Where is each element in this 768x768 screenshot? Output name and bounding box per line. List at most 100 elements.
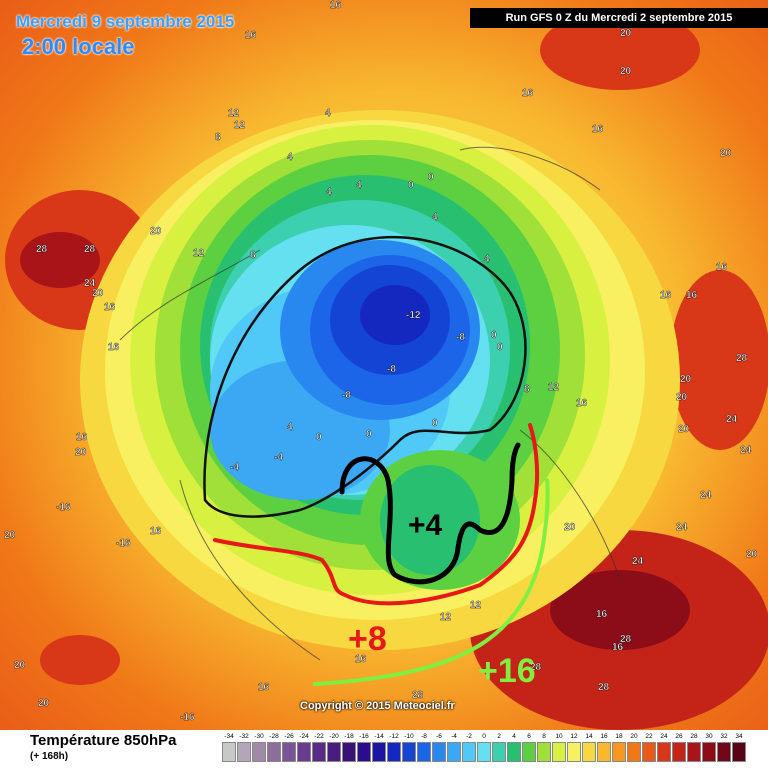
scale-value: 24 — [660, 733, 668, 740]
scale-cell: -20 — [327, 732, 341, 762]
scale-swatch — [642, 742, 656, 762]
contour-value-label: 16 — [596, 609, 608, 620]
scale-value: -10 — [404, 733, 414, 740]
scale-cell: -22 — [312, 732, 326, 762]
contour-value-label: 24 — [632, 556, 644, 567]
plus4-annotation: +4 — [408, 509, 443, 542]
scale-value: -24 — [299, 733, 309, 740]
scale-cell: 24 — [657, 732, 671, 762]
contour-value-label: 4 — [287, 152, 293, 163]
contour-value-label: 24 — [676, 522, 688, 533]
forecast-time: 2:00 locale — [22, 34, 135, 59]
contour-labels: 1616202020201616121284444400412812161616… — [4, 0, 758, 723]
scale-swatch — [717, 742, 731, 762]
scale-swatch — [432, 742, 446, 762]
scale-swatch — [732, 742, 746, 762]
contour-value-label: 20 — [676, 392, 688, 403]
contour-value-label: 24 — [700, 490, 712, 501]
scale-value: 4 — [512, 733, 516, 740]
contour-value-label: 0 — [408, 180, 414, 191]
contour-value-label: -8 — [387, 364, 396, 375]
contour-value-label: 16 — [104, 302, 116, 313]
scale-value: 32 — [720, 733, 728, 740]
warm-region-pacific — [540, 10, 700, 90]
legend-bar: Température 850hPa (+ 168h) -34 -32 -30 -28… — [0, 730, 768, 768]
scale-cell: 16 — [597, 732, 611, 762]
contour-value-label: 28 — [84, 244, 96, 255]
contour-value-label: 20 — [75, 447, 87, 458]
contour-value-label: 24 — [726, 414, 738, 425]
contour-value-label: 20 — [150, 226, 162, 237]
contour-value-label: 8 — [524, 384, 530, 395]
scale-value: 18 — [615, 733, 623, 740]
scale-swatch — [537, 742, 551, 762]
scale-value: -6 — [436, 733, 442, 740]
contour-value-label: 0 — [366, 429, 372, 440]
scale-swatch — [342, 742, 356, 762]
contour-value-label: 28 — [598, 682, 610, 693]
scale-swatch — [567, 742, 581, 762]
contour-value-label: 16 — [150, 526, 162, 537]
scale-value: 2 — [497, 733, 501, 740]
contour-value-label: 16 — [612, 642, 624, 653]
scale-value: -22 — [314, 733, 324, 740]
contour-value-label: -8 — [342, 390, 351, 401]
contour-value-label: 16 — [522, 88, 534, 99]
scale-swatch — [612, 742, 626, 762]
contour-value-label: 12 — [234, 120, 246, 131]
contour-value-label: 4 — [356, 180, 362, 191]
scale-value: -8 — [421, 733, 427, 740]
scale-value: -16 — [359, 733, 369, 740]
plus4-hand-contour — [339, 442, 521, 585]
scale-value: -14 — [374, 733, 384, 740]
legend-title: Température 850hPa — [30, 732, 177, 749]
contour-value-label: 20 — [678, 424, 690, 435]
contour-value-label: 0 — [497, 342, 503, 353]
plus8-annotation: +8 — [348, 620, 387, 658]
scale-cell: 22 — [642, 732, 656, 762]
scale-cell: -12 — [387, 732, 401, 762]
contour-value-label: 20 — [620, 66, 632, 77]
contour-value-label: 28 — [620, 634, 632, 645]
contour-value-label: 0 — [428, 172, 434, 183]
scale-cell: -34 — [222, 732, 236, 762]
contour-value-label: 0 — [316, 432, 322, 443]
scale-cell: -14 — [372, 732, 386, 762]
contour-value-label: 28 — [36, 244, 48, 255]
scale-swatch — [282, 742, 296, 762]
scale-cell: -2 — [462, 732, 476, 762]
color-scale: -34 -32 -30 -28 -26 -24 -22 -20 -18 -16 -14 -12 -10-… — [222, 732, 762, 766]
contour-value-label: 16 — [258, 682, 270, 693]
scale-value: 8 — [542, 733, 546, 740]
scale-cell: -4 — [447, 732, 461, 762]
contour-value-label: 20 — [14, 660, 26, 671]
contour-value-label: 8 — [215, 132, 221, 143]
scale-value: -28 — [269, 733, 279, 740]
contour-value-label: 20 — [680, 374, 692, 385]
scale-cell: 32 — [717, 732, 731, 762]
scale-swatch — [552, 742, 566, 762]
scale-cell: -30 — [252, 732, 266, 762]
scale-value: -32 — [239, 733, 249, 740]
scale-cell: -26 — [282, 732, 296, 762]
contour-value-label: 20 — [746, 549, 758, 560]
model-run-label: Run GFS 0 Z du Mercredi 2 septembre 2015 — [470, 8, 768, 28]
contour-value-label: 16 — [108, 342, 120, 353]
scale-swatch — [237, 742, 251, 762]
scale-value: -20 — [329, 733, 339, 740]
contour-value-label: -8 — [456, 332, 465, 343]
contour-value-label: 28 — [736, 353, 748, 364]
scale-swatch — [657, 742, 671, 762]
scale-value: -18 — [344, 733, 354, 740]
scale-swatch — [597, 742, 611, 762]
scale-swatch — [417, 742, 431, 762]
scale-value: 6 — [527, 733, 531, 740]
contour-value-label: 8 — [250, 250, 256, 261]
warm-region-atlantic — [40, 635, 120, 685]
scale-swatch — [252, 742, 266, 762]
contour-value-label: 12 — [440, 612, 452, 623]
scale-value: -30 — [254, 733, 264, 740]
scale-value: -4 — [451, 733, 457, 740]
plus8-hand-contour — [213, 423, 540, 606]
scale-cell: 18 — [612, 732, 626, 762]
